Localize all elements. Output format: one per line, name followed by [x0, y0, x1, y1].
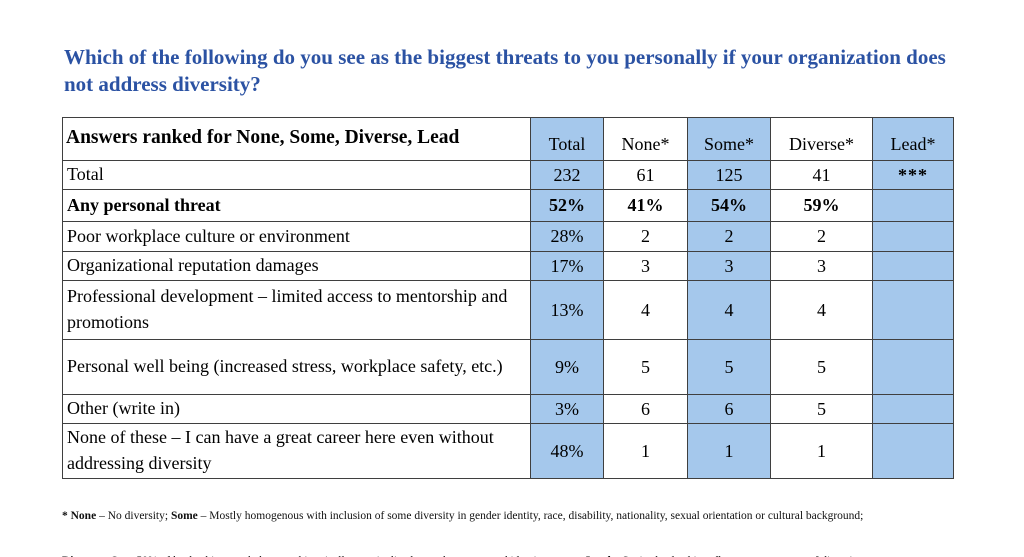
- cell-lead: [872, 394, 954, 425]
- cell-none: 3: [603, 251, 688, 282]
- footnote-text: – Mostly homogenous with inclusion of so…: [197, 510, 864, 522]
- cell-lead: [872, 189, 954, 223]
- footnote-text: – Senior leadership reflects a vast amou…: [611, 555, 864, 557]
- cell-some: 54%: [687, 189, 771, 223]
- cell-some: 3: [687, 251, 771, 282]
- footnote-term-none: * None: [62, 510, 97, 522]
- row-label: Poor workplace culture or environment: [62, 221, 531, 253]
- table-header-row: Answers ranked for None, Some, Diverse, …: [62, 117, 954, 161]
- footnote: * None – No diversity; Some – Mostly hom…: [62, 479, 892, 557]
- cell-diverse: 2: [770, 221, 873, 253]
- col-header-some: Some*: [687, 117, 771, 161]
- cell-none: 6: [603, 394, 688, 425]
- row-label: Personal well being (increased stress, w…: [62, 339, 531, 396]
- cell-total: 232: [530, 159, 604, 191]
- cell-diverse: 5: [770, 339, 873, 396]
- cell-none: 1: [603, 423, 688, 480]
- cell-lead: ***: [872, 159, 954, 191]
- table-row-total: Total 232 61 125 41 ***: [62, 159, 954, 191]
- table-row-any-personal-threat: Any personal threat 52% 41% 54% 59%: [62, 189, 954, 223]
- table-row-organizational-reputation: Organizational reputation damages 17% 3 …: [62, 251, 954, 282]
- cell-some: 1: [687, 423, 771, 480]
- col-header-diverse: Diverse*: [770, 117, 873, 161]
- cell-none: 4: [603, 280, 688, 341]
- cell-lead: [872, 339, 954, 396]
- cell-total: 17%: [530, 251, 604, 282]
- footnote-text: – No diversity;: [96, 510, 171, 522]
- table-row-personal-well-being: Personal well being (increased stress, w…: [62, 339, 954, 396]
- footnote-line-1: * None – No diversity; Some – Mostly hom…: [62, 509, 892, 524]
- row-label: None of these – I can have a great caree…: [62, 423, 531, 480]
- cell-diverse: 4: [770, 280, 873, 341]
- cell-total: 9%: [530, 339, 604, 396]
- col-header-none: None*: [603, 117, 688, 161]
- row-label: Total: [62, 159, 531, 191]
- row-label: Any personal threat: [62, 189, 531, 223]
- footnote-term-lead: Lead: [586, 555, 611, 557]
- col-header-total: Total: [530, 117, 604, 161]
- col-header-lead: Lead*: [872, 117, 954, 161]
- cell-none: 5: [603, 339, 688, 396]
- footnote-line-2: Diverse – Over 50% of leadership team be…: [62, 554, 892, 557]
- table-row-poor-workplace-culture: Poor workplace culture or environment 28…: [62, 221, 954, 253]
- page-title: Which of the following do you see as the…: [64, 45, 946, 96]
- cell-diverse: 41: [770, 159, 873, 191]
- cell-total: 13%: [530, 280, 604, 341]
- cell-total: 3%: [530, 394, 604, 425]
- cell-none: 41%: [603, 189, 688, 223]
- cell-none: 2: [603, 221, 688, 253]
- cell-some: 125: [687, 159, 771, 191]
- cell-diverse: 5: [770, 394, 873, 425]
- cell-some: 4: [687, 280, 771, 341]
- cell-some: 2: [687, 221, 771, 253]
- row-label: Professional development – limited acces…: [62, 280, 531, 341]
- footnote-text: – Over 50% of leadership team belongs to…: [99, 555, 586, 557]
- row-label: Other (write in): [62, 394, 531, 425]
- cell-diverse: 3: [770, 251, 873, 282]
- table-row-professional-development: Professional development – limited acces…: [62, 280, 954, 341]
- table-row-other-write-in: Other (write in) 3% 6 6 5: [62, 394, 954, 425]
- footnote-term-diverse: Diverse: [62, 555, 99, 557]
- cell-lead: [872, 221, 954, 253]
- footnote-term-some: Some: [170, 510, 198, 522]
- table-row-none-of-these: None of these – I can have a great caree…: [62, 423, 954, 480]
- cell-diverse: 1: [770, 423, 873, 480]
- corner-header-label: Answers ranked for None, Some, Diverse, …: [62, 117, 531, 161]
- cell-total: 48%: [530, 423, 604, 480]
- cell-none: 61: [603, 159, 688, 191]
- row-label: Organizational reputation damages: [62, 251, 531, 282]
- cell-diverse: 59%: [770, 189, 873, 223]
- threats-ranking-table: Answers ranked for None, Some, Diverse, …: [62, 117, 954, 480]
- cell-total: 52%: [530, 189, 604, 223]
- cell-some: 5: [687, 339, 771, 396]
- cell-some: 6: [687, 394, 771, 425]
- cell-lead: [872, 423, 954, 480]
- cell-lead: [872, 251, 954, 282]
- cell-total: 28%: [530, 221, 604, 253]
- cell-lead: [872, 280, 954, 341]
